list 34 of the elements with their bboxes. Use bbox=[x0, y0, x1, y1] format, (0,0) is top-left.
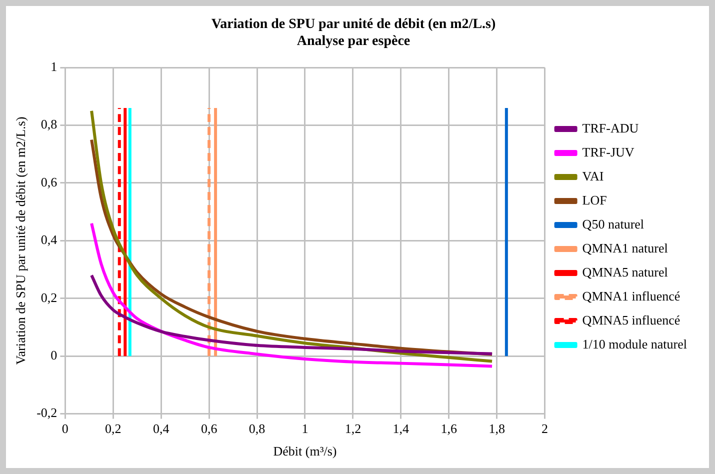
y-tick-label: -0,2 bbox=[36, 405, 58, 420]
legend-label: QMNA5 influencé bbox=[582, 312, 680, 328]
x-tick-label: 1,2 bbox=[344, 421, 362, 436]
line-series bbox=[90, 274, 494, 356]
x-tick-label: 0,4 bbox=[152, 421, 170, 436]
y-tick-label: 0 bbox=[50, 348, 58, 363]
x-tick-label: 0 bbox=[62, 421, 68, 436]
legend-label: 1/10 module naturel bbox=[582, 336, 688, 352]
legend-label: TRF-ADU bbox=[582, 120, 640, 136]
x-tick-label: 0,8 bbox=[248, 421, 266, 436]
x-tick-label: 1,6 bbox=[440, 421, 458, 436]
y-tick-label: 0,2 bbox=[40, 290, 58, 305]
x-axis-title: Débit (m³/s) bbox=[273, 444, 337, 459]
legend-label: VAI bbox=[582, 168, 604, 184]
legend-label: QMNA1 naturel bbox=[582, 240, 668, 256]
y-tick-label: 0,4 bbox=[40, 232, 58, 248]
x-tick-label: 0,2 bbox=[105, 421, 122, 436]
y-axis-title: Variation de SPU par unité de débit (en m2/L.s) bbox=[13, 116, 28, 365]
y-tick-label: 0,6 bbox=[40, 174, 58, 190]
y-tick-label: 0,8 bbox=[40, 116, 58, 132]
x-tick-label: 0,6 bbox=[200, 421, 218, 436]
legend-label: QMNA5 naturel bbox=[582, 264, 668, 280]
x-tick-label: 1,8 bbox=[488, 421, 505, 436]
legend-label: TRF-JUV bbox=[582, 144, 635, 160]
y-tick-label: 1 bbox=[50, 59, 58, 74]
x-tick-label: 1,4 bbox=[392, 421, 410, 436]
legend-label: Q50 naturel bbox=[582, 216, 644, 232]
line-series bbox=[90, 222, 494, 368]
legend-label: LOF bbox=[582, 192, 607, 208]
chart-title: Variation de SPU par unité de débit (en m2/L.s) bbox=[211, 17, 496, 32]
x-tick-label: 2 bbox=[542, 421, 548, 436]
legend-label: QMNA1 influencé bbox=[582, 288, 680, 304]
x-tick-label: 1 bbox=[302, 421, 308, 436]
chart-subtitle: Analyse par espèce bbox=[296, 34, 410, 49]
